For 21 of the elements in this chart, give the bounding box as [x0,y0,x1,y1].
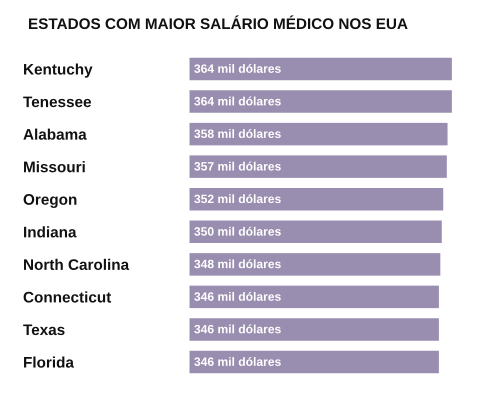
y-tick-label: Oregon [24,194,76,208]
y-tick-label: Florida [24,356,74,368]
y-tick-label: Missouri [24,161,85,172]
y-tick-label: Alabama [23,128,87,140]
y-tick-label: Kentuchy [24,63,93,78]
y-tick-label: Indiana [24,226,77,238]
data-label: 348 mil dólares [194,259,281,268]
y-tick-label: Texas [23,324,65,336]
data-label: 346 mil dólares [194,324,281,334]
y-tick-label: Connecticut [24,291,112,303]
data-label: 350 mil dólares [194,226,281,236]
data-label: 364 mil dólares [194,96,281,106]
data-label: 352 mil dólares [194,194,281,204]
data-label: 346 mil dólares [194,356,281,366]
y-tick-label: Tenessee [23,96,91,108]
data-label: 346 mil dólares [194,292,281,301]
chart-title: ESTADOS COM MAIOR SALÁRIO MÉDICO NOS EUA [29,15,408,30]
data-label: 358 mil dólares [194,129,281,138]
data-label: 357 mil dólares [194,162,281,171]
data-label: 364 mil dólares [194,64,281,73]
y-tick-label: North Carolina [24,258,130,270]
